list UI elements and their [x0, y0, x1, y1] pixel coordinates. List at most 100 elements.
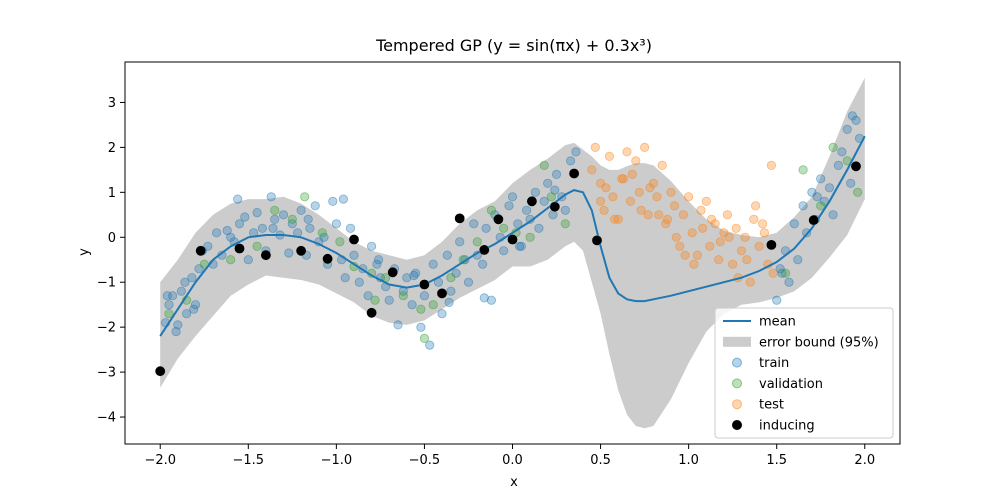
- train-point: [847, 111, 858, 121]
- train-point: [560, 205, 570, 215]
- x-tick-label: 0.0: [502, 453, 523, 468]
- train-point: [419, 291, 429, 301]
- validation-point: [428, 300, 438, 310]
- train-point: [812, 192, 822, 202]
- test-point: [680, 250, 690, 260]
- series-test: [587, 142, 778, 287]
- test-point: [622, 147, 632, 157]
- test-point: [657, 160, 667, 170]
- test-point: [608, 192, 618, 202]
- train-point: [521, 205, 532, 215]
- test-point: [625, 196, 636, 206]
- train-point: [338, 194, 348, 204]
- train-point: [187, 273, 197, 283]
- train-point: [354, 277, 364, 287]
- test-point: [595, 196, 606, 206]
- train-point: [816, 174, 826, 184]
- train-point: [310, 201, 320, 211]
- test-point: [618, 174, 629, 184]
- train-point: [171, 326, 181, 337]
- train-point: [513, 219, 523, 229]
- validation-point: [780, 268, 791, 278]
- inducing-point-top: [388, 267, 398, 277]
- train-point: [296, 205, 306, 215]
- train-point: [807, 187, 817, 197]
- inducing-point-top: [550, 202, 560, 212]
- test-point: [671, 232, 681, 242]
- chart-title: Tempered GP (y = sin(πx) + 0.3x³): [375, 36, 652, 55]
- inducing-point-top: [261, 250, 271, 260]
- train-point: [539, 196, 549, 206]
- validation-point: [525, 232, 535, 242]
- train-point: [477, 259, 488, 269]
- train-point: [442, 250, 452, 260]
- y-tick-label: −1: [97, 276, 116, 291]
- test-point: [757, 219, 768, 229]
- train-point: [479, 293, 489, 303]
- y-tick-label: −2: [97, 321, 116, 336]
- test-point: [736, 246, 747, 256]
- test-point: [705, 241, 715, 251]
- test-point: [652, 192, 662, 202]
- validation-point: [546, 192, 556, 202]
- x-tick-label: −1.5: [233, 453, 265, 468]
- train-point: [234, 219, 245, 229]
- train-point: [571, 147, 581, 157]
- validation-point: [472, 237, 482, 247]
- train-point: [305, 223, 315, 233]
- y-tick-label: 3: [108, 96, 116, 111]
- legend-label-error: error bound (95%): [759, 335, 879, 350]
- train-point: [481, 223, 491, 233]
- plot-area: [155, 77, 866, 429]
- train-point: [514, 241, 525, 251]
- train-point: [565, 156, 576, 166]
- test-point: [766, 160, 777, 170]
- test-point: [692, 250, 703, 260]
- test-point: [662, 214, 673, 224]
- x-tick-label: 1.5: [766, 453, 787, 468]
- validation-point: [226, 255, 236, 265]
- train-point: [182, 309, 192, 319]
- train-point: [180, 277, 190, 287]
- inducing-point-top: [479, 245, 489, 255]
- test-point: [740, 232, 750, 242]
- train-point: [349, 250, 359, 260]
- legend-label-test: test: [759, 398, 784, 413]
- train-point: [331, 219, 341, 229]
- test-point: [683, 192, 694, 202]
- validation-point: [287, 214, 297, 224]
- validation-point: [539, 160, 549, 170]
- error-bound-band: [160, 77, 865, 429]
- inducing-point-top: [296, 246, 306, 256]
- x-tick-label: −1.0: [321, 453, 353, 468]
- train-point: [551, 169, 562, 179]
- y-axis-label: y: [77, 248, 92, 256]
- train-point: [425, 340, 435, 350]
- train-point: [176, 286, 186, 296]
- legend-handle-error-bound: [723, 336, 751, 347]
- train-point: [534, 223, 544, 233]
- inducing-point-top: [419, 280, 429, 289]
- test-point: [643, 210, 653, 220]
- test-point: [731, 223, 741, 233]
- validation-point: [499, 223, 509, 233]
- inducing-point-top: [349, 235, 359, 244]
- train-point: [233, 194, 243, 204]
- inducing-point-top: [809, 215, 819, 225]
- legend-handle-test: [732, 399, 742, 410]
- test-point: [742, 255, 752, 265]
- train-point: [366, 241, 377, 251]
- test-point: [610, 214, 620, 224]
- train-point: [451, 268, 461, 278]
- test-point: [754, 241, 764, 251]
- test-point: [750, 201, 761, 211]
- test-point: [601, 183, 611, 193]
- train-point: [303, 214, 313, 224]
- validation-point: [486, 205, 496, 215]
- train-point: [402, 273, 412, 283]
- train-point: [437, 309, 447, 319]
- train-point: [507, 192, 518, 202]
- mean-line: [159, 135, 866, 337]
- train-point: [548, 210, 558, 220]
- validation-point: [446, 273, 456, 283]
